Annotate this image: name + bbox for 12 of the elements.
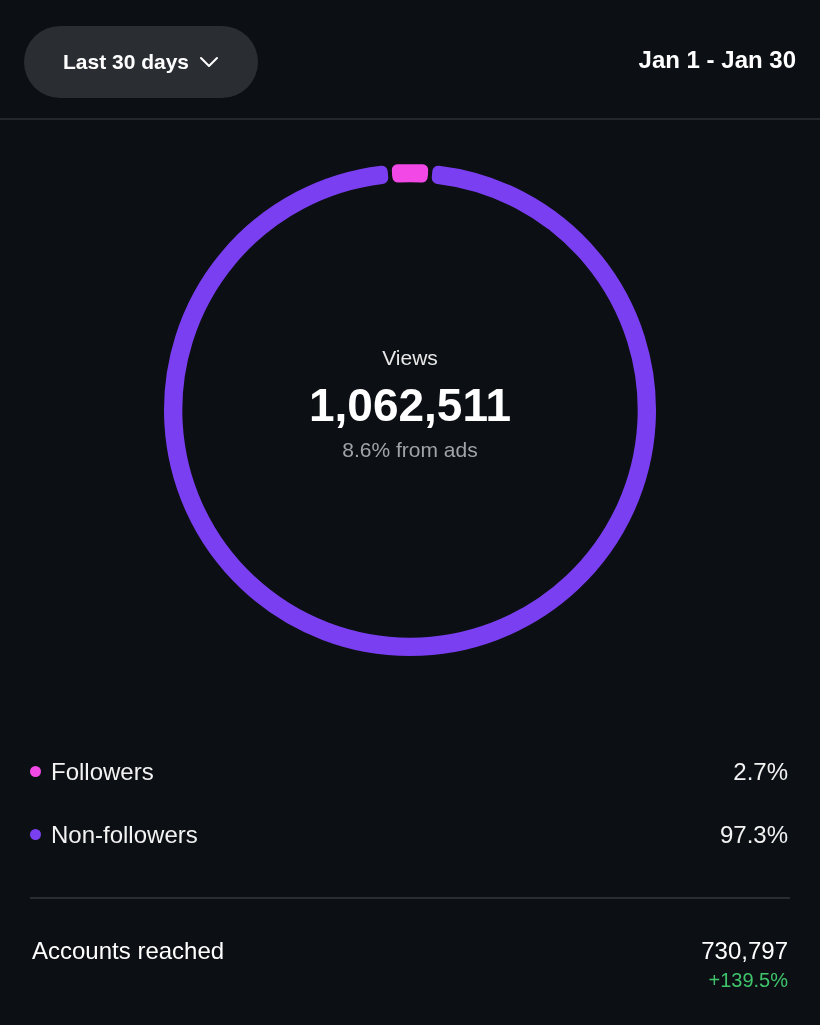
text: Jan 1 - Jan 30 <box>638 46 796 73</box>
text: 8.6% from ads <box>342 438 478 461</box>
text: 730,797 <box>701 937 788 964</box>
data-label: 2.7% <box>733 757 788 786</box>
text: 1,062,511 <box>308 379 512 431</box>
text: Last 30 days <box>62 50 190 74</box>
data-label: 97.3% <box>719 820 788 849</box>
text: Accounts reached <box>32 937 225 964</box>
text: +139.5% <box>708 969 788 991</box>
legend-label: Followers <box>51 757 155 786</box>
legend-label: Non-followers <box>51 820 199 849</box>
text: Views <box>382 346 438 369</box>
